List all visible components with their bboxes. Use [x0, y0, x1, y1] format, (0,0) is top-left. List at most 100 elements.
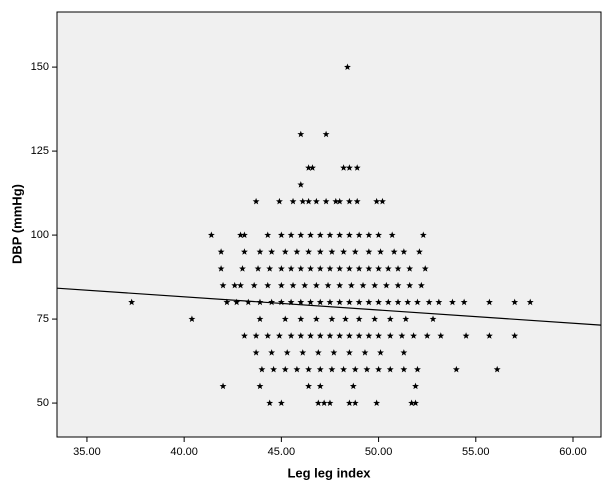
point: [355, 315, 363, 322]
point: [349, 382, 357, 390]
point: [361, 349, 369, 356]
point: [493, 365, 501, 373]
point: [406, 281, 414, 289]
point: [485, 332, 493, 339]
point: [384, 298, 392, 306]
point: [281, 248, 289, 255]
point: [345, 265, 353, 272]
point: [309, 164, 316, 171]
point: [297, 181, 305, 188]
point: [398, 332, 406, 339]
point: [277, 298, 285, 306]
point: [345, 164, 353, 171]
point: [373, 399, 381, 406]
point: [316, 382, 324, 390]
point: [404, 298, 412, 306]
point: [241, 332, 248, 339]
point: [314, 399, 322, 406]
point: [365, 265, 373, 272]
point: [297, 231, 305, 238]
point: [326, 265, 334, 272]
point: [241, 248, 248, 255]
point: [511, 298, 519, 306]
point: [336, 231, 344, 238]
point: [340, 248, 348, 255]
point: [299, 349, 307, 356]
point: [264, 332, 272, 339]
point: [305, 382, 313, 390]
point: [188, 315, 196, 322]
point: [365, 332, 373, 339]
point: [345, 197, 353, 205]
point: [207, 231, 215, 238]
point: [425, 298, 433, 306]
point: [355, 332, 363, 339]
point: [307, 265, 314, 272]
point: [377, 248, 384, 255]
point: [449, 298, 456, 306]
point: [268, 349, 276, 356]
point: [400, 365, 408, 373]
point: [250, 281, 258, 289]
point: [316, 298, 324, 306]
point: [316, 248, 324, 255]
point: [219, 382, 227, 390]
point: [328, 248, 336, 255]
point: [293, 365, 301, 373]
point: [266, 265, 274, 272]
point: [326, 399, 334, 406]
point: [388, 231, 396, 238]
point: [264, 231, 272, 238]
point: [365, 298, 373, 306]
point: [355, 265, 363, 272]
point: [326, 332, 334, 339]
point: [375, 231, 382, 238]
point: [289, 281, 297, 289]
point: [307, 298, 314, 306]
point: [435, 298, 443, 306]
point: [289, 197, 297, 205]
point: [394, 265, 402, 272]
point: [312, 281, 320, 289]
point: [297, 332, 305, 339]
y-tick-label: 100: [31, 229, 49, 241]
point: [386, 332, 394, 339]
point: [375, 298, 382, 306]
point: [128, 298, 136, 306]
point: [526, 298, 534, 306]
point: [412, 382, 419, 390]
y-tick-label: 75: [37, 313, 49, 325]
point: [324, 281, 332, 289]
point: [379, 197, 386, 205]
point: [485, 298, 493, 306]
point: [283, 349, 291, 356]
point: [297, 265, 305, 272]
point: [390, 248, 398, 255]
point: [355, 231, 363, 238]
point: [241, 231, 248, 238]
point: [414, 298, 421, 306]
point: [244, 298, 252, 306]
point: [347, 281, 355, 289]
point: [353, 197, 361, 205]
point: [276, 332, 283, 339]
point: [406, 265, 414, 272]
point: [345, 349, 353, 356]
point: [363, 365, 371, 373]
point: [287, 231, 295, 238]
point: [345, 298, 353, 306]
point: [277, 231, 285, 238]
point: [237, 281, 244, 289]
point: [217, 248, 225, 255]
point: [287, 298, 295, 306]
fit-line: [56, 287, 602, 326]
point: [429, 315, 437, 322]
point: [316, 231, 324, 238]
point: [336, 298, 344, 306]
point: [326, 231, 334, 238]
point: [336, 265, 344, 272]
point: [270, 365, 278, 373]
point: [287, 332, 295, 339]
x-tick-label: 50.00: [365, 446, 393, 458]
point: [256, 382, 264, 390]
